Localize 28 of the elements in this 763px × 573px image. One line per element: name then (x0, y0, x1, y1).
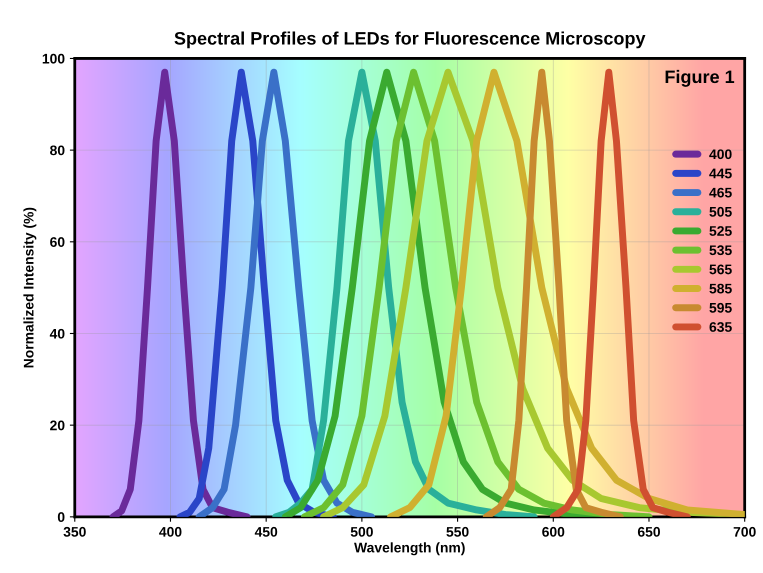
y-tick-label: 80 (50, 145, 64, 156)
legend-label: 635 (710, 322, 732, 332)
annotation: Figure 1 (666, 70, 734, 87)
y-tick-label: 40 (50, 328, 64, 339)
y-tick-label: 20 (50, 420, 64, 430)
chart-title: Spectral Profiles of LEDs for Fluorescence Microscopy (174, 31, 646, 48)
y-tick-label: 0 (58, 512, 64, 522)
legend-label: 565 (709, 264, 732, 274)
legend-label: 400 (709, 149, 732, 160)
y-tick-label: 60 (50, 237, 64, 247)
x-tick-label: 400 (159, 526, 182, 537)
legend-label: 465 (709, 188, 732, 198)
x-axis-title: Wavelength (nm) (354, 542, 465, 556)
legend-label: 595 (709, 302, 732, 313)
x-tick-label: 550 (446, 526, 469, 537)
x-tick-label: 600 (542, 526, 564, 537)
x-tick-label: 500 (350, 526, 373, 537)
legend-label: 445 (709, 168, 732, 178)
legend-label: 535 (709, 245, 732, 256)
legend-label: 505 (709, 206, 732, 217)
x-tick-label: 350 (64, 526, 86, 537)
x-tick-label: 700 (734, 526, 756, 537)
legend-label: 525 (709, 226, 732, 236)
legend-label: 585 (709, 284, 732, 294)
x-tick-label: 650 (638, 526, 660, 537)
y-axis-title: Normalized Intensity (%) (23, 208, 36, 368)
y-tick-label: 100 (42, 54, 64, 64)
x-tick-label: 450 (254, 526, 278, 537)
